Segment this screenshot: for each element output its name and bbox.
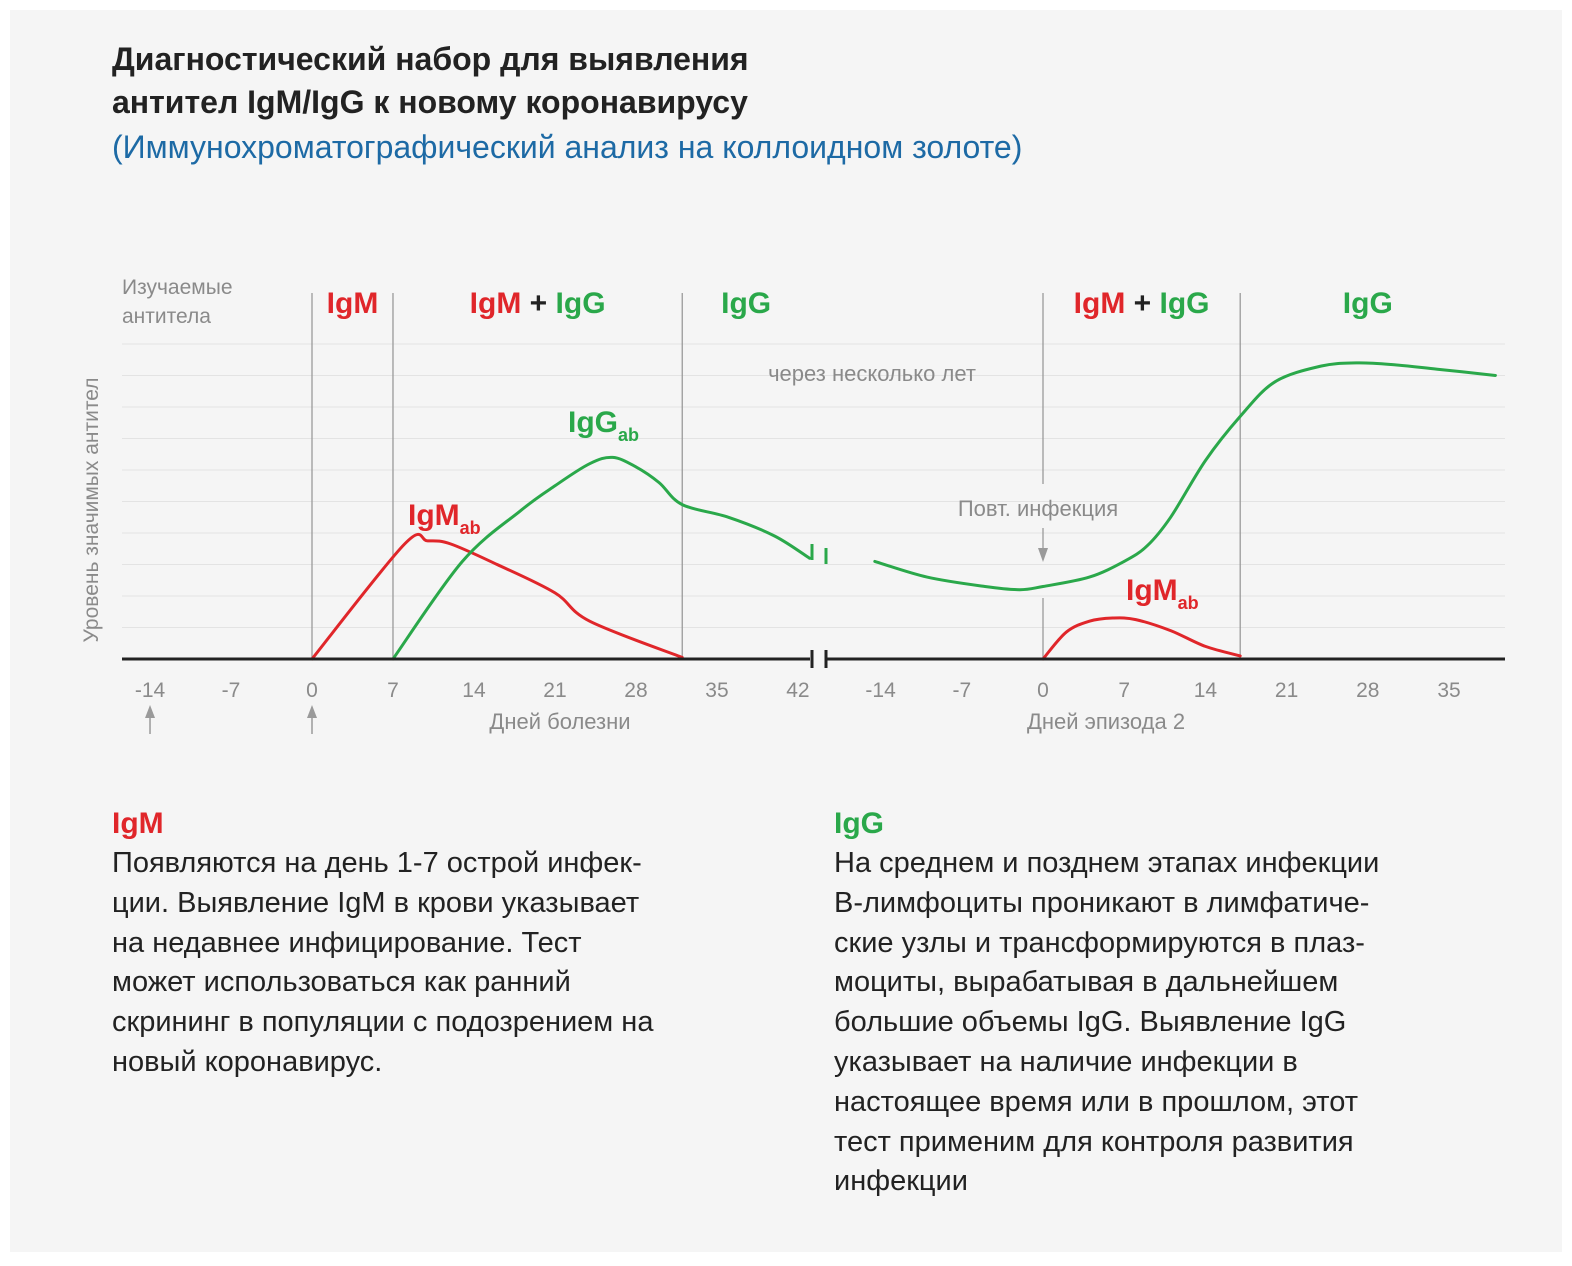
tick-label: 21 [1275, 679, 1298, 702]
igm-text: Появляются на день 1-7 острой инфек- ции… [112, 847, 654, 1078]
tick-label: 14 [462, 679, 486, 702]
series-line-igm-2 [1041, 616, 1242, 661]
tick-label: 21 [543, 679, 566, 702]
phase-label: IgG [1343, 287, 1393, 320]
chart-text: -14 -7 0 7 14 21 28 35 42 Дней болезни -14 -7 0 7 14 21… [80, 276, 1461, 734]
igm-description: IgM Появляются на день 1-7 острой инфек-… [112, 804, 762, 1083]
tick-label: 35 [1437, 679, 1460, 702]
series-label-igm: IgMab [1126, 574, 1199, 613]
igm-heading: IgM [112, 807, 164, 840]
x-axis-label-1: Дней болезни [489, 709, 630, 734]
series-label-igm: IgMab [408, 499, 481, 538]
igg-description: IgG На среднем и позднем этапах инфекции… [834, 804, 1484, 1202]
phase-header-label: Изучаемые антитела [122, 276, 233, 328]
tick-label: 14 [1194, 679, 1218, 702]
annotation-reinfection: Повт. инфекция [958, 496, 1118, 521]
phase-label: IgM + IgG [470, 287, 606, 320]
tick-label: 42 [786, 679, 809, 702]
phase-dividers [311, 293, 1241, 659]
phase-label: IgM + IgG [1074, 287, 1210, 320]
figure-panel [10, 10, 1562, 1252]
tick-label: 35 [705, 679, 728, 702]
tick-label: 28 [624, 679, 647, 702]
subtitle: (Иммунохроматографический анализ на колл… [112, 129, 1023, 165]
series-line-igm-1 [310, 532, 684, 661]
series-label-igg: IgGab [568, 406, 639, 445]
tick-label: -14 [865, 679, 896, 702]
title-line-1: Диагностический набор для выявления [112, 41, 749, 77]
x-axis [122, 650, 1505, 734]
series-lines [310, 361, 1497, 661]
title-block: Диагностический набор для выявления анти… [112, 38, 1312, 170]
tick-label: -7 [952, 679, 971, 702]
annotation-years-later: через несколько лет [768, 361, 976, 386]
start-arrow-icon [307, 705, 317, 718]
x-axis-label-2: Дней эпизода 2 [1027, 709, 1185, 734]
tick-label: 7 [387, 679, 399, 702]
phase-label: IgG [721, 287, 771, 320]
igg-text: На среднем и позднем этапах инфекции В-л… [834, 847, 1380, 1198]
start-arrow-icon [145, 705, 156, 718]
reinfection-arrow-icon [1038, 548, 1048, 562]
grid-lines [122, 343, 1505, 628]
igg-heading: IgG [834, 807, 884, 840]
tick-label: -7 [222, 679, 241, 702]
phase-label: IgM [327, 287, 379, 320]
series-line-igg-2 [873, 361, 1497, 592]
tick-label: 7 [1118, 679, 1130, 702]
series-line-igg-1 [391, 455, 811, 661]
tick-label: -14 [135, 679, 166, 702]
tick-label: 0 [306, 679, 318, 702]
title-line-2: антител IgM/IgG к новому коронавирусу [112, 84, 748, 120]
tick-label: 28 [1356, 679, 1379, 702]
tick-label: 0 [1037, 679, 1049, 702]
y-axis-label: Уровень значимых антител [80, 378, 103, 643]
